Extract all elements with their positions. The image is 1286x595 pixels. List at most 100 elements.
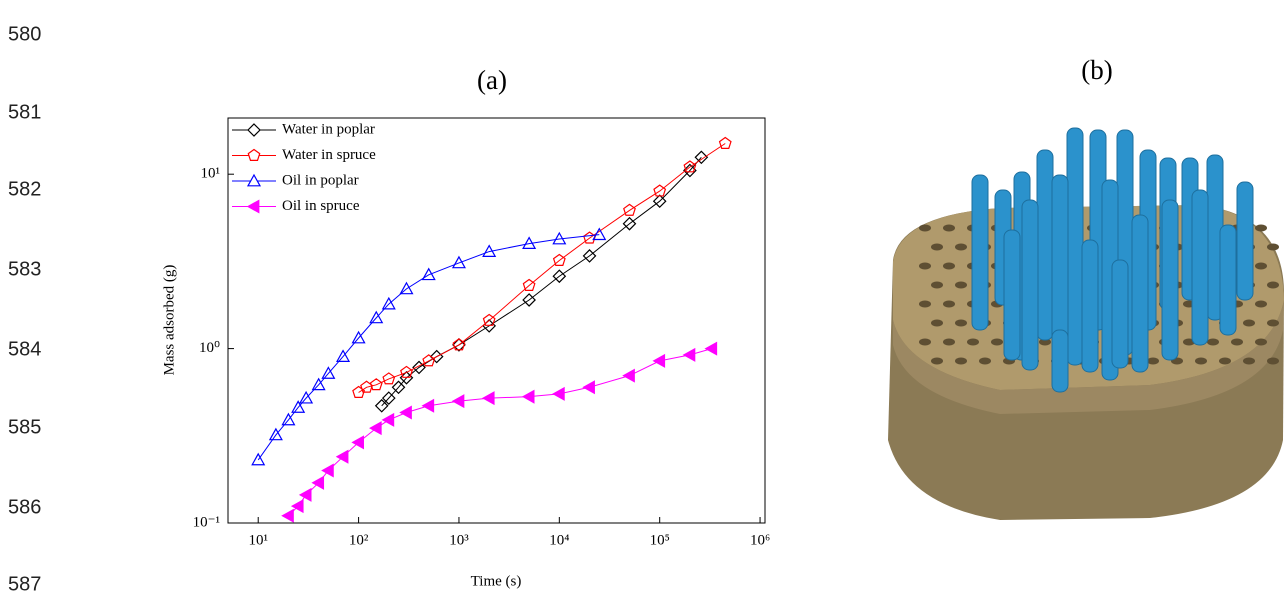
rod	[1162, 200, 1178, 360]
data-point	[383, 414, 394, 426]
wood-pore	[931, 358, 943, 365]
legend-label: Oil in poplar	[282, 172, 359, 188]
data-point	[300, 489, 311, 501]
wood-pore	[1255, 225, 1267, 232]
wood-pore	[1267, 358, 1279, 365]
data-point	[371, 379, 382, 390]
legend-label: Water in spruce	[282, 147, 376, 163]
wood-pore	[931, 282, 943, 289]
wood-pore	[943, 225, 955, 232]
y-axis-label: Mass adsorbed (g)	[161, 265, 177, 376]
wood-pore	[1267, 282, 1279, 289]
data-point	[684, 349, 695, 361]
data-point	[370, 422, 381, 434]
figure-page: (a) (b) Time (s) Mass adsorbed (g) 580 58…	[0, 0, 1286, 595]
line-number: 580	[8, 23, 41, 45]
rod	[1067, 128, 1083, 365]
wood-pore	[1207, 339, 1219, 346]
x-tick-label: 10¹	[248, 532, 268, 548]
wood-pore	[943, 301, 955, 308]
rod	[1237, 182, 1253, 300]
rod	[1022, 200, 1038, 370]
rod	[972, 175, 988, 330]
line-number: 587	[8, 573, 41, 595]
wood-image	[888, 128, 1284, 520]
series-line	[359, 143, 726, 392]
wood-pore	[1231, 339, 1243, 346]
data-point	[383, 373, 394, 384]
data-point	[706, 343, 717, 355]
wood-pore	[943, 339, 955, 346]
wood-pore	[955, 282, 967, 289]
panel-a-label: (a)	[477, 65, 507, 95]
wood-pore	[979, 358, 991, 365]
legend-marker	[248, 150, 259, 161]
data-point	[553, 388, 564, 400]
wood-pore	[967, 339, 979, 346]
data-point	[423, 355, 434, 366]
rod	[1132, 215, 1148, 372]
data-point	[322, 464, 333, 476]
wood-pore	[1243, 358, 1255, 365]
data-point	[720, 137, 731, 148]
y-tick-label: 10⁻¹	[193, 514, 220, 530]
line-number: 581	[8, 101, 41, 123]
wood-pore	[991, 339, 1003, 346]
wood-pore	[943, 263, 955, 270]
wood-pore	[955, 244, 967, 251]
y-tick-label: 10¹	[201, 166, 221, 182]
x-tick-label: 10⁶	[750, 532, 770, 548]
data-point	[584, 381, 595, 393]
line-number: 586	[8, 496, 41, 518]
series-line	[288, 349, 711, 516]
wood-pore	[919, 339, 931, 346]
rod	[1192, 190, 1208, 345]
line-number: 583	[8, 258, 41, 280]
data-point	[453, 257, 465, 268]
wood-pore	[1267, 244, 1279, 251]
data-point	[282, 510, 293, 522]
legend-label: Water in poplar	[282, 121, 375, 137]
x-tick-label: 10⁴	[549, 532, 569, 548]
data-point	[654, 355, 665, 367]
wood-pore	[955, 358, 967, 365]
rod	[1052, 330, 1068, 392]
x-tick-label: 10³	[449, 532, 469, 548]
line-number: 582	[8, 178, 41, 200]
data-point	[623, 370, 634, 382]
wood-pore	[919, 301, 931, 308]
wood-pore	[1255, 339, 1267, 346]
rod	[1220, 225, 1236, 335]
rod	[1037, 150, 1053, 340]
wood-pore	[1195, 358, 1207, 365]
data-point	[423, 400, 434, 412]
wood-pore	[1147, 358, 1159, 365]
rod	[1082, 240, 1098, 372]
wood-pore	[919, 263, 931, 270]
wood-pore	[1219, 358, 1231, 365]
rod	[1004, 230, 1020, 360]
legend-marker	[248, 175, 260, 186]
x-axis-label: Time (s)	[471, 573, 522, 589]
data-point	[400, 407, 411, 419]
legend-label: Oil in spruce	[282, 198, 360, 214]
wood-pore	[919, 225, 931, 232]
line-number: 585	[8, 416, 41, 438]
line-number: 584	[8, 338, 41, 360]
page: (a) (b) Time (s) Mass adsorbed (g) 580 58…	[0, 0, 1286, 595]
x-tick-label: 10⁵	[650, 532, 670, 548]
legend-marker	[248, 201, 259, 213]
panel-b-label: (b)	[1081, 55, 1112, 85]
data-point	[483, 392, 494, 404]
wood-pore	[1267, 320, 1279, 327]
wood-pore	[1255, 301, 1267, 308]
legend-marker	[248, 124, 260, 136]
y-tick-label: 10⁰	[199, 340, 220, 356]
wood-pore	[931, 244, 943, 251]
wood-pore	[931, 320, 943, 327]
data-point	[523, 391, 534, 403]
x-tick-label: 10²	[349, 532, 369, 548]
rod	[1112, 260, 1128, 368]
wood-pore	[1243, 320, 1255, 327]
data-point	[453, 395, 464, 407]
